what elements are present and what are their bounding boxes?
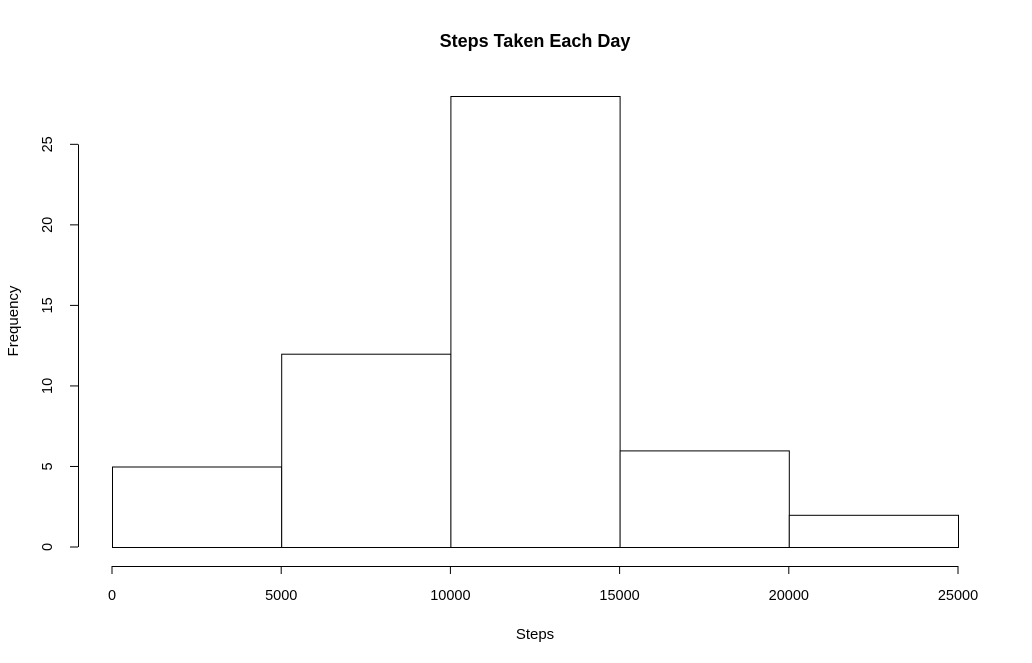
y-tick-label: 20 [40, 217, 56, 233]
y-axis-label: Frequency [5, 285, 22, 356]
y-tick-label: 0 [40, 543, 56, 551]
histogram-bar-2 [281, 353, 452, 549]
x-tick-label: 25000 [938, 588, 978, 604]
y-tick-label: 25 [40, 136, 56, 152]
y-tick-label: 10 [40, 378, 56, 394]
x-tick-label: 15000 [599, 588, 639, 604]
x-axis: 0 5000 10000 15000 20000 25000 [108, 566, 978, 604]
histogram-bar-3 [450, 96, 621, 548]
chart-title: Steps Taken Each Day [440, 31, 631, 51]
bars-group [112, 96, 959, 549]
x-axis-label: Steps [516, 626, 554, 643]
y-tick-label: 5 [40, 462, 56, 470]
x-tick-label: 0 [108, 588, 116, 604]
histogram-bar-5 [788, 514, 959, 548]
histogram-bar-4 [619, 450, 790, 548]
x-tick-label: 20000 [769, 588, 809, 604]
y-tick-label: 15 [40, 297, 56, 313]
x-tick-label: 10000 [430, 588, 470, 604]
y-axis: 0 5 10 15 20 25 [40, 136, 79, 551]
x-tick-label: 5000 [265, 588, 297, 604]
histogram-bar-1 [112, 466, 283, 548]
